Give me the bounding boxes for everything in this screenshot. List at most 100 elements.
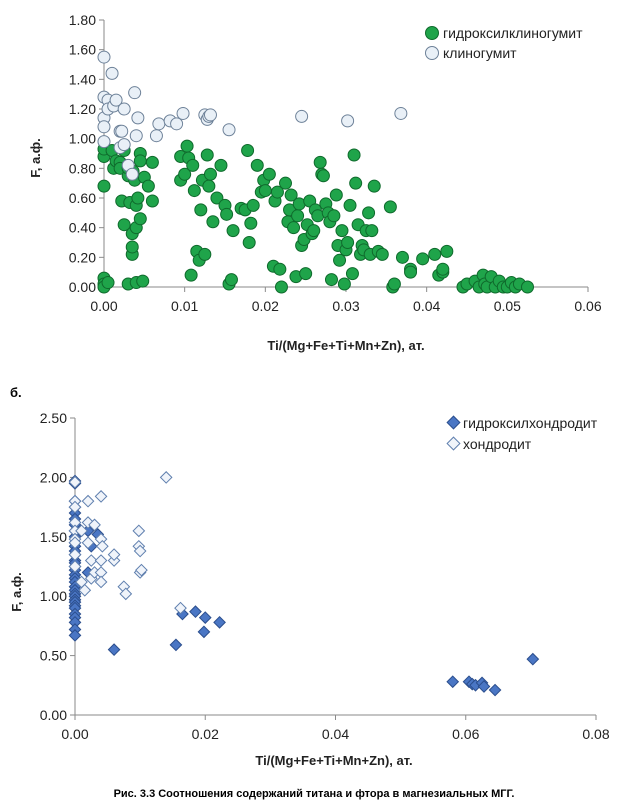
data-point [220, 207, 234, 221]
y-tick-label: 1.00 [40, 588, 67, 604]
data-point [119, 587, 133, 601]
data-point [97, 179, 111, 193]
data-point [81, 524, 95, 538]
data-point [107, 548, 121, 561]
data-point [404, 265, 418, 279]
series-1-0 [68, 474, 540, 697]
y-axis-title-b: F, а.ф. [9, 572, 24, 612]
series-0-1 [97, 50, 408, 181]
data-point [186, 158, 200, 172]
data-point [198, 611, 212, 624]
data-point [341, 236, 355, 249]
legend-label-chondrodite: хондродит [463, 436, 532, 452]
data-point [341, 114, 355, 128]
data-point [197, 625, 211, 639]
legend-label-hydroxyl-chondrodite: гидроксилхондродит [463, 415, 598, 431]
data-point [299, 267, 313, 281]
series-0-0 [97, 139, 534, 294]
data-point [203, 108, 217, 122]
data-point [521, 280, 534, 294]
data-point [94, 554, 108, 567]
data-point [101, 276, 115, 290]
data-point [316, 169, 330, 183]
data-point [270, 185, 284, 199]
data-point [132, 524, 146, 538]
data-point [128, 86, 142, 100]
data-point [287, 221, 301, 235]
y-tick-label: 1.50 [40, 529, 67, 545]
data-point [333, 253, 347, 267]
legend-marker-hydroxyl-clinohumite [425, 26, 439, 40]
data-point [214, 158, 228, 172]
data-point [94, 566, 108, 579]
legend-b: гидроксилхондродит хондродит [446, 415, 598, 452]
data-point [203, 167, 217, 181]
y-tick-label: 1.00 [69, 131, 96, 147]
legend-label-clinohumite: клиногумит [443, 45, 517, 61]
data-point [68, 629, 82, 642]
x-tick-label: 0.05 [494, 298, 521, 314]
y-tick-label: 1.20 [69, 101, 96, 117]
data-point [395, 250, 409, 264]
data-point [226, 224, 240, 238]
legend-a: гидроксилклиногумит клиногумит [425, 25, 583, 61]
data-point [343, 198, 357, 212]
data-point [262, 167, 276, 181]
y-tick-label: 0.00 [40, 707, 67, 723]
data-point [84, 554, 98, 567]
data-point [362, 206, 376, 220]
data-point [115, 124, 129, 138]
y-tick-label: 1.40 [69, 71, 96, 87]
data-point [174, 601, 187, 615]
y-tick-label: 0.60 [69, 190, 96, 206]
data-point [246, 198, 260, 212]
y-axis-title-a: F, а.ф. [28, 138, 43, 178]
y-tick-label: 0.20 [69, 249, 96, 265]
data-point [88, 518, 101, 532]
data-point [222, 123, 236, 137]
data-point [200, 148, 214, 162]
data-point [242, 236, 256, 249]
y-tick-label: 1.60 [69, 42, 96, 58]
x-tick-label: 0.00 [61, 726, 88, 742]
y-tick-label: 2.00 [40, 469, 67, 485]
y-tick-label: 0.80 [69, 160, 96, 176]
data-point [169, 638, 183, 652]
data-point [78, 583, 92, 597]
data-point [125, 167, 139, 181]
figure-caption: Рис. 3.3 Соотношения содержаний титана и… [114, 788, 515, 800]
panel-b-label: б. [10, 385, 22, 400]
data-point [141, 179, 155, 193]
y-tick-label: 0.40 [69, 220, 96, 236]
data-point [88, 566, 101, 579]
x-tick-label: 0.04 [322, 726, 349, 742]
data-point [440, 244, 454, 258]
data-point [335, 224, 349, 238]
legend-marker-hydroxyl-chondrodite [446, 415, 461, 430]
data-point [97, 120, 111, 134]
data-point [117, 102, 131, 116]
data-point [327, 209, 341, 223]
data-point [210, 191, 224, 205]
data-point [284, 188, 298, 202]
data-point [68, 615, 82, 629]
data-point [145, 194, 159, 208]
data-point [125, 240, 139, 254]
data-point [189, 605, 202, 619]
data-point [436, 262, 450, 276]
data-point [133, 544, 147, 558]
data-point [345, 267, 359, 281]
x-tick-label: 0.03 [332, 298, 359, 314]
data-point [329, 188, 343, 202]
data-point [347, 148, 361, 162]
legend-marker-chondrodite [446, 436, 461, 451]
x-axis-title-b: Ti/(Mg+Fe+Ti+Mn+Zn), ат. [255, 753, 412, 768]
legend-marker-clinohumite [425, 46, 439, 60]
tick-labels-a: 0.00 0.20 0.40 0.60 0.80 1.00 1.20 1.40 1.60 1.80… [69, 12, 602, 314]
data-point [307, 224, 321, 238]
points-a [97, 50, 534, 294]
data-point [68, 475, 82, 489]
data-point [97, 135, 111, 149]
data-point [250, 158, 264, 172]
data-point [387, 277, 401, 291]
